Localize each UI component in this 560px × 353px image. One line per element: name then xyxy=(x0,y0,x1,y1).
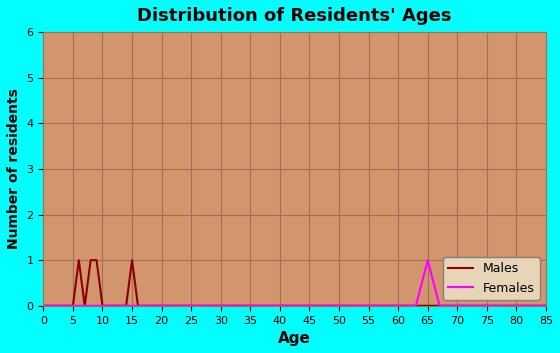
Females xyxy=(395,304,402,308)
Males xyxy=(543,304,549,308)
Title: Distribution of Residents' Ages: Distribution of Residents' Ages xyxy=(137,7,452,25)
Males xyxy=(76,258,82,262)
Males xyxy=(129,258,136,262)
X-axis label: Age: Age xyxy=(278,331,311,346)
Males xyxy=(123,304,129,308)
Females xyxy=(454,304,461,308)
Females xyxy=(543,304,549,308)
Males xyxy=(99,304,106,308)
Y-axis label: Number of residents: Number of residents xyxy=(7,89,21,249)
Females xyxy=(40,304,46,308)
Males xyxy=(81,304,88,308)
Males xyxy=(69,304,76,308)
Females xyxy=(413,304,419,308)
Females xyxy=(436,304,443,308)
Males xyxy=(87,258,94,262)
Line: Females: Females xyxy=(43,260,546,306)
Males xyxy=(141,304,147,308)
Line: Males: Males xyxy=(43,260,546,306)
Males xyxy=(40,304,46,308)
Males xyxy=(93,258,100,262)
Legend: Males, Females: Males, Females xyxy=(443,257,540,300)
Males xyxy=(134,304,141,308)
Females xyxy=(424,258,431,262)
